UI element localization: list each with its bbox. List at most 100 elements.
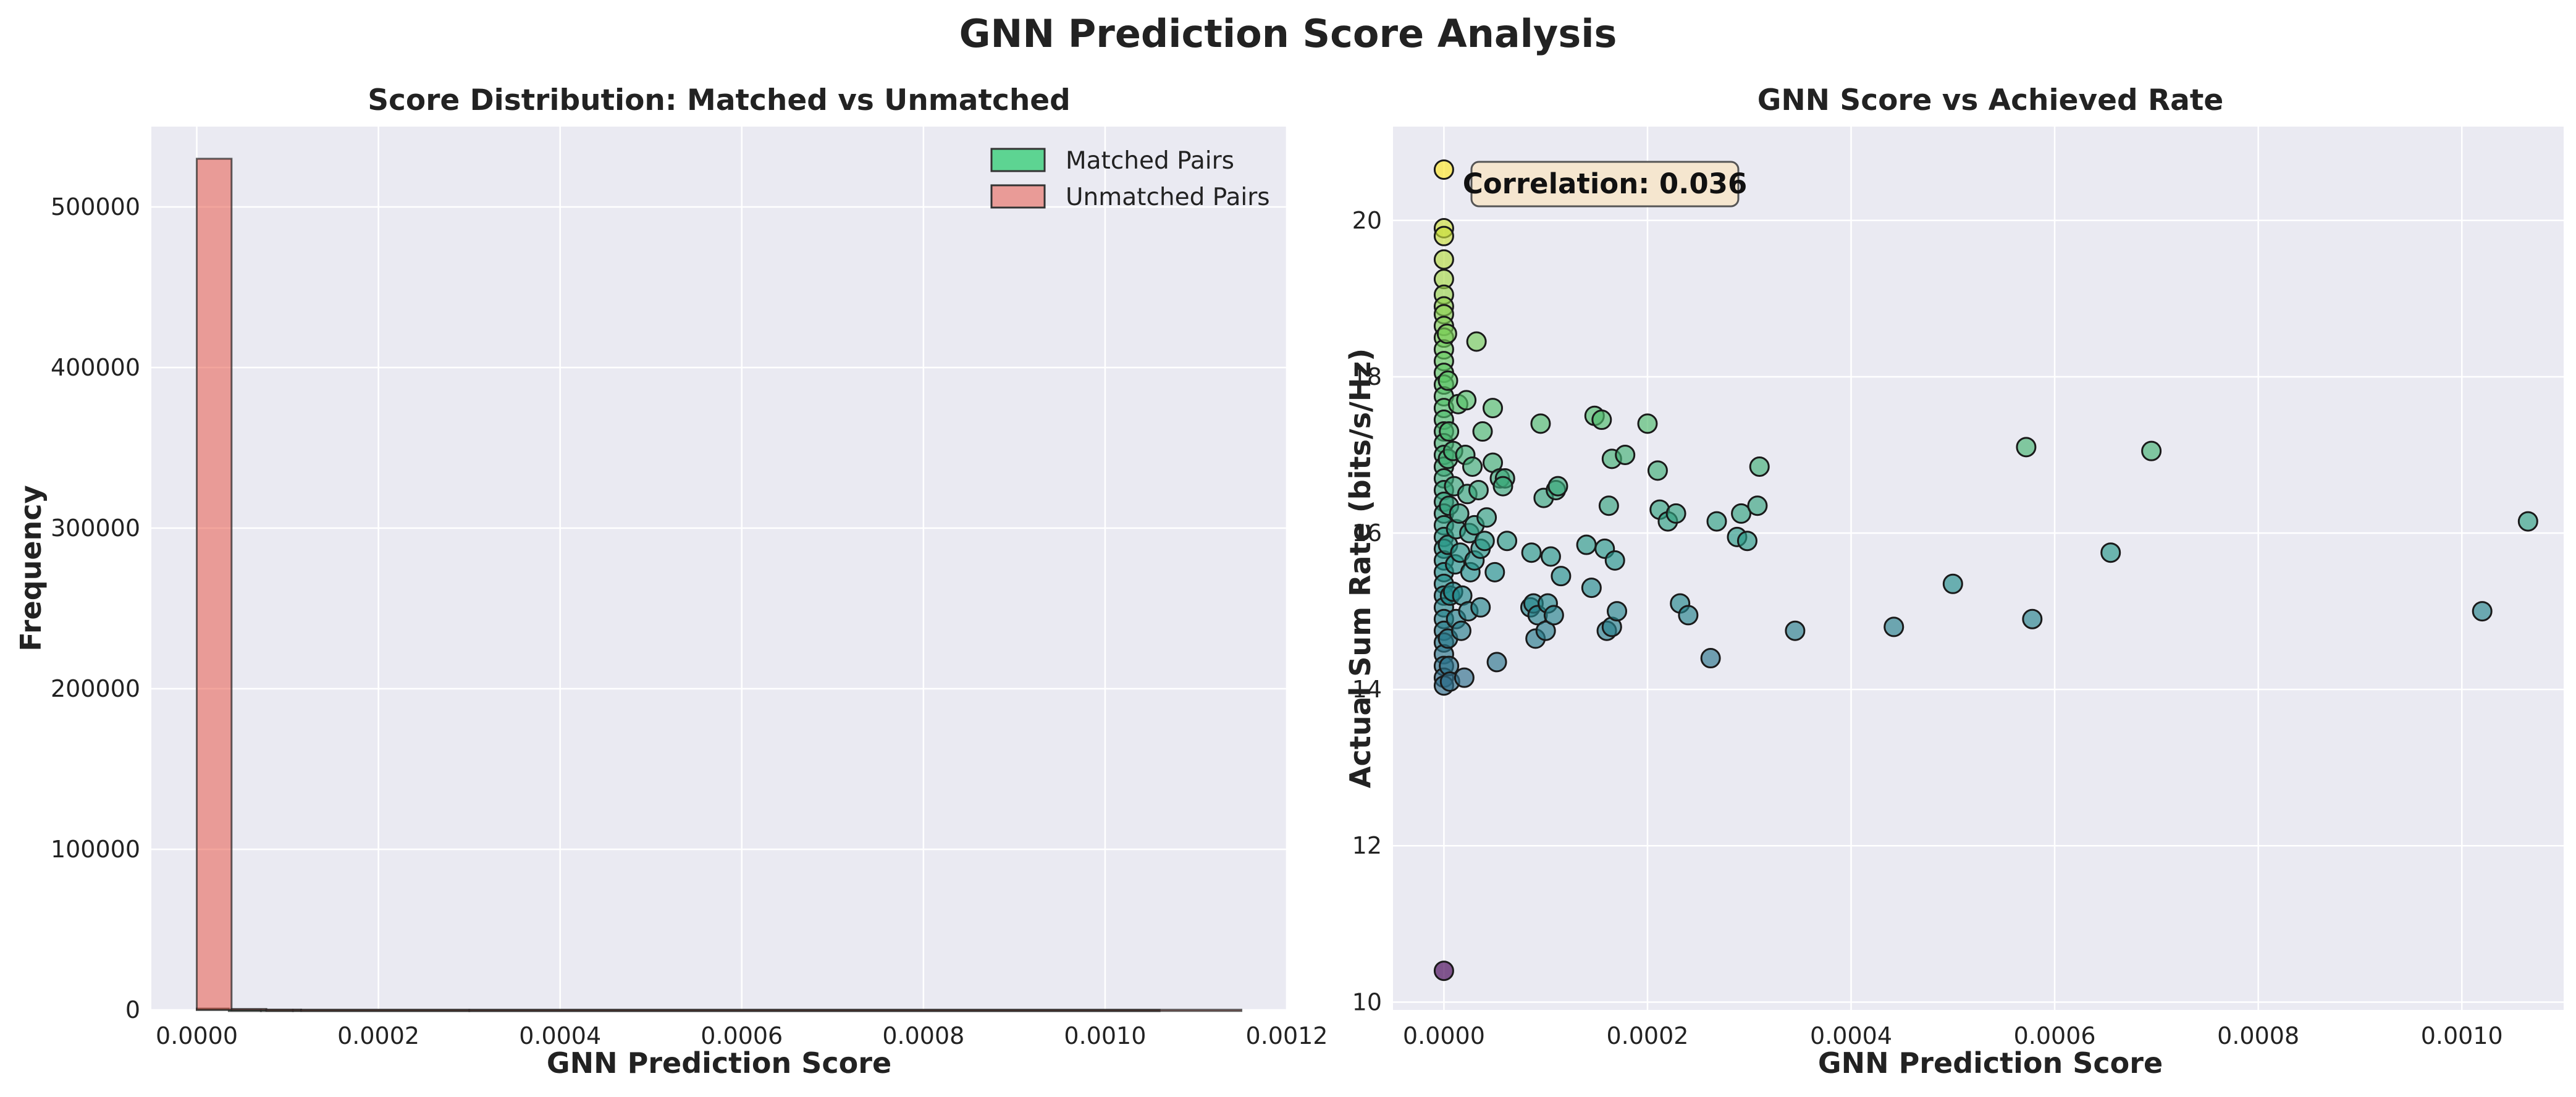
scatter-point [1581,578,1602,599]
legend-label-matched-pairs: Matched Pairs [1066,147,1234,175]
scatter-point [1535,620,1556,641]
scatter-point [2100,542,2121,563]
histogram-y-tick-label: 400000 [51,354,140,381]
scatter-x-tick-label: 0.0002 [1606,1022,1688,1049]
histogram-y-axis-label: Frequency [14,485,48,651]
scatter-point [1647,460,1668,481]
scatter-point [1449,503,1470,524]
scatter-point [1439,421,1460,442]
scatter-title: GNN Score vs Achieved Rate [1757,83,2223,117]
histogram-x-tick-label: 0.0002 [337,1022,419,1049]
scatter-point [1607,601,1628,622]
histogram-x-tick-label: 0.0008 [882,1022,964,1049]
correlation-text: Correlation: 0.036 [1463,167,1748,200]
scatter-point [1637,413,1658,434]
histogram-y-ticks: 0 100000 200000 300000 400000 500000 [51,193,140,1023]
scatter-y-axis-label: Actual Sum Rate (bits/s/Hz) [1344,348,1377,788]
scatter-x-tick-label: 0.0004 [1810,1022,1892,1049]
scatter-point [1492,476,1513,497]
bar-unmatched-pairs [196,158,233,1011]
scatter-y-tick-label: 20 [1352,207,1382,234]
scatter-point [1433,249,1454,270]
scatter-point [2016,437,2037,458]
scatter-x-axis-label: GNN Prediction Score [1818,1046,2163,1080]
scatter-point [1736,531,1757,552]
scatter-point [1456,390,1477,411]
scatter-point [1706,511,1727,532]
scatter-point [1450,620,1471,641]
scatter-point [1462,456,1483,477]
scatter-point [1747,495,1768,516]
histogram-y-tick-label: 500000 [51,193,140,221]
bar-unmatched-pairs [265,1008,302,1012]
scatter-point [2141,440,2162,461]
scatter-point [1472,421,1493,442]
scatter-points [1433,159,2538,981]
scatter-point [1785,620,1806,641]
scatter-point [1530,413,1551,434]
scatter-point [2022,608,2043,629]
scatter-point [1437,370,1458,391]
scatter-point [1468,479,1489,500]
scatter-y-tick-label: 16 [1352,519,1382,547]
scatter-point [1678,605,1699,626]
legend-swatch-matched-pairs [990,148,1046,172]
scatter-point [1474,531,1495,552]
scatter-point [1470,597,1491,618]
scatter-point [1604,550,1625,571]
scatter-point [1543,605,1564,626]
scatter-plot-area [1393,127,2564,1010]
scatter-point [1540,546,1561,567]
scatter-point [1466,331,1487,352]
scatter-point [1433,960,1454,981]
legend-label-unmatched-pairs: Unmatched Pairs [1066,183,1270,211]
bar-unmatched-pairs [300,1009,1242,1012]
histogram-legend: Matched Pairs Unmatched Pairs [990,147,1270,211]
scatter-point [1521,542,1542,563]
scatter-point [1551,566,1572,587]
histogram-title: Score Distribution: Matched vs Unmatched [368,83,1071,117]
scatter-point [1749,456,1770,477]
scatter-y-tick-label: 18 [1352,363,1382,390]
scatter-y-ticks: 10 12 14 16 18 20 [1352,207,1382,1015]
scatter-point [1482,398,1503,419]
histogram-panel: 0.0000 0.0002 0.0004 0.0006 0.0008 0.0010 0.00… [14,83,1328,1080]
histogram-x-tick-label: 0.0000 [156,1022,238,1049]
histogram-y-tick-label: 100000 [51,836,140,863]
histogram-y-tick-label: 0 [125,996,140,1023]
scatter-x-ticks: 0.0000 0.0002 0.0004 0.0006 0.0008 0.0010 [1403,1022,2503,1049]
histogram-x-axis-label: GNN Prediction Score [547,1046,891,1080]
scatter-point [1598,495,1619,516]
scatter-point [1476,507,1497,528]
histogram-x-tick-label: 0.0010 [1064,1022,1146,1049]
correlation-annotation: Correlation: 0.036 [1463,161,1748,208]
legend-swatch-unmatched-pairs [990,184,1046,209]
scatter-point [1454,667,1475,688]
scatter-point [1484,561,1505,582]
bar-unmatched-pairs [230,1007,267,1011]
scatter-x-tick-label: 0.0006 [2014,1022,2096,1049]
scatter-point [1433,225,1454,246]
scatter-point [1665,503,1686,524]
scatter-panel: 0.0000 0.0002 0.0004 0.0006 0.0008 0.0010 101… [1344,83,2564,1080]
scatter-point [1884,616,1905,637]
histogram-x-tick-label: 0.0004 [519,1022,601,1049]
scatter-y-tick-label: 10 [1352,988,1382,1015]
figure-title: GNN Prediction Score Analysis [959,11,1617,56]
scatter-y-tick-label: 14 [1352,676,1382,703]
scatter-x-tick-label: 0.0000 [1403,1022,1485,1049]
correlation-box [1470,161,1740,208]
scatter-point [1942,573,1963,594]
scatter-y-tick-label: 12 [1352,832,1382,859]
histogram-y-tick-label: 300000 [51,515,140,542]
scatter-point [1497,531,1518,552]
scatter-point [1576,534,1597,555]
scatter-point [1615,445,1636,466]
scatter-point [1486,652,1507,673]
scatter-point [2472,601,2493,622]
scatter-point [1591,410,1612,431]
scatter-point [1436,323,1457,344]
scatter-point [1433,159,1454,180]
histogram-plot-area [151,127,1287,1010]
